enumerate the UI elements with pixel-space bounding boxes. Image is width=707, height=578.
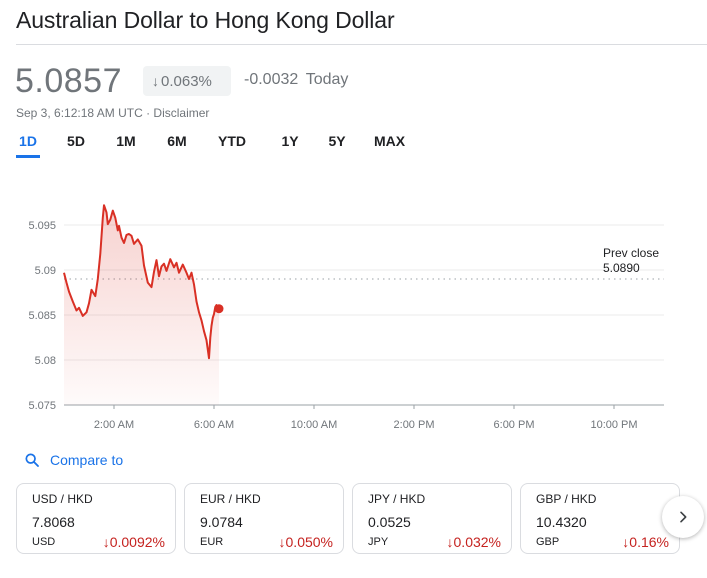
quote-timestamp: Sep 3, 6:12:18 AM UTC · Disclaimer bbox=[16, 106, 209, 120]
range-tab-6m[interactable]: 6M bbox=[167, 133, 187, 149]
y-tick-label: 5.075 bbox=[28, 400, 56, 412]
disclaimer-link[interactable]: Disclaimer bbox=[153, 106, 210, 120]
y-tick-label: 5.09 bbox=[35, 265, 56, 277]
range-tab-5y[interactable]: 5Y bbox=[328, 133, 346, 149]
change-percent-chip: ↓ 0.063% bbox=[143, 66, 231, 96]
current-price: 5.0857 bbox=[15, 62, 122, 100]
y-tick-label: 5.085 bbox=[28, 310, 56, 322]
timestamp-separator: · bbox=[146, 106, 151, 120]
currency-card[interactable]: EUR / HKD 9.0784 EUR ↓0.050% bbox=[184, 483, 344, 554]
currency-card[interactable]: JPY / HKD 0.0525 JPY ↓0.032% bbox=[352, 483, 512, 554]
y-tick-label: 5.08 bbox=[35, 355, 56, 367]
range-tabs: 1D 5D 1M 6M YTD 1Y 5Y MAX bbox=[16, 133, 414, 158]
x-tick-label: 10:00 PM bbox=[590, 419, 637, 431]
x-tick-label: 6:00 AM bbox=[194, 419, 234, 431]
related-currency-cards: USD / HKD 7.8068 USD ↓0.0092% EUR / HKD … bbox=[16, 483, 688, 554]
card-change: ↓0.050% bbox=[279, 534, 333, 550]
range-tab-ytd[interactable]: YTD bbox=[218, 133, 246, 149]
change-absolute: -0.0032 Today bbox=[241, 71, 348, 89]
card-currency: USD bbox=[32, 536, 56, 548]
arrow-down-icon: ↓ bbox=[152, 73, 159, 89]
next-cards-button[interactable] bbox=[662, 496, 704, 538]
x-tick-label: 2:00 PM bbox=[394, 419, 435, 431]
chart-svg: 5.075 5.08 5.085 5.09 5.095 2:00 AM 6:00 AM 10:… bbox=[28, 204, 664, 431]
card-pair: USD / HKD bbox=[32, 492, 93, 506]
x-tick-label: 6:00 PM bbox=[494, 419, 535, 431]
currency-card[interactable]: GBP / HKD 10.4320 GBP ↓0.16% bbox=[520, 483, 680, 554]
card-rate: 9.0784 bbox=[200, 514, 243, 530]
range-tab-1d[interactable]: 1D bbox=[16, 133, 40, 158]
prev-close-value: 5.0890 bbox=[603, 261, 640, 275]
arrow-down-icon: ↓ bbox=[622, 534, 630, 550]
card-currency: GBP bbox=[536, 536, 560, 548]
range-tab-1y[interactable]: 1Y bbox=[281, 133, 299, 149]
range-tab-1m[interactable]: 1M bbox=[116, 133, 136, 149]
card-change: ↓0.032% bbox=[447, 534, 501, 550]
change-percent: 0.063% bbox=[161, 72, 212, 90]
card-pair: JPY / HKD bbox=[368, 492, 426, 506]
card-rate: 10.4320 bbox=[536, 514, 587, 530]
header-divider bbox=[16, 44, 707, 45]
arrow-down-icon: ↓ bbox=[102, 534, 110, 550]
y-tick-label: 5.095 bbox=[28, 220, 56, 232]
card-change-value: 0.050% bbox=[285, 534, 333, 550]
card-change-value: 0.032% bbox=[453, 534, 501, 550]
card-change: ↓0.16% bbox=[622, 534, 669, 550]
range-tab-5d[interactable]: 5D bbox=[67, 133, 85, 149]
range-tab-max[interactable]: MAX bbox=[374, 133, 406, 149]
card-change: ↓0.0092% bbox=[103, 534, 165, 550]
timestamp-text: Sep 3, 6:12:18 AM UTC bbox=[16, 106, 143, 120]
current-point-marker bbox=[214, 304, 224, 314]
card-rate: 0.0525 bbox=[368, 514, 411, 530]
card-rate: 7.8068 bbox=[32, 514, 75, 530]
card-pair: EUR / HKD bbox=[200, 492, 261, 506]
currency-card[interactable]: USD / HKD 7.8068 USD ↓0.0092% bbox=[16, 483, 176, 554]
series-area-fill bbox=[64, 205, 219, 405]
x-tick-label: 2:00 AM bbox=[94, 419, 134, 431]
change-absolute-value: -0.0032 bbox=[244, 71, 299, 88]
series-line bbox=[63, 204, 220, 360]
search-icon bbox=[25, 453, 39, 467]
change-period: Today bbox=[305, 71, 349, 88]
prev-close-label: Prev close bbox=[603, 246, 659, 260]
price-chart[interactable]: 5.075 5.08 5.085 5.09 5.095 2:00 AM 6:00 AM 10:… bbox=[0, 170, 707, 440]
card-currency: EUR bbox=[200, 536, 224, 548]
card-change-value: 0.16% bbox=[629, 534, 669, 550]
compare-to-label: Compare to bbox=[50, 452, 124, 468]
card-currency: JPY bbox=[368, 536, 389, 548]
chevron-right-icon bbox=[680, 511, 687, 523]
arrow-down-icon: ↓ bbox=[446, 534, 454, 550]
x-tick-label: 10:00 AM bbox=[291, 419, 337, 431]
compare-to-button[interactable]: Compare to bbox=[24, 452, 123, 468]
page-title: Australian Dollar to Hong Kong Dollar bbox=[16, 7, 395, 33]
card-pair: GBP / HKD bbox=[536, 492, 597, 506]
card-change-value: 0.0092% bbox=[109, 534, 165, 550]
arrow-down-icon: ↓ bbox=[278, 534, 286, 550]
